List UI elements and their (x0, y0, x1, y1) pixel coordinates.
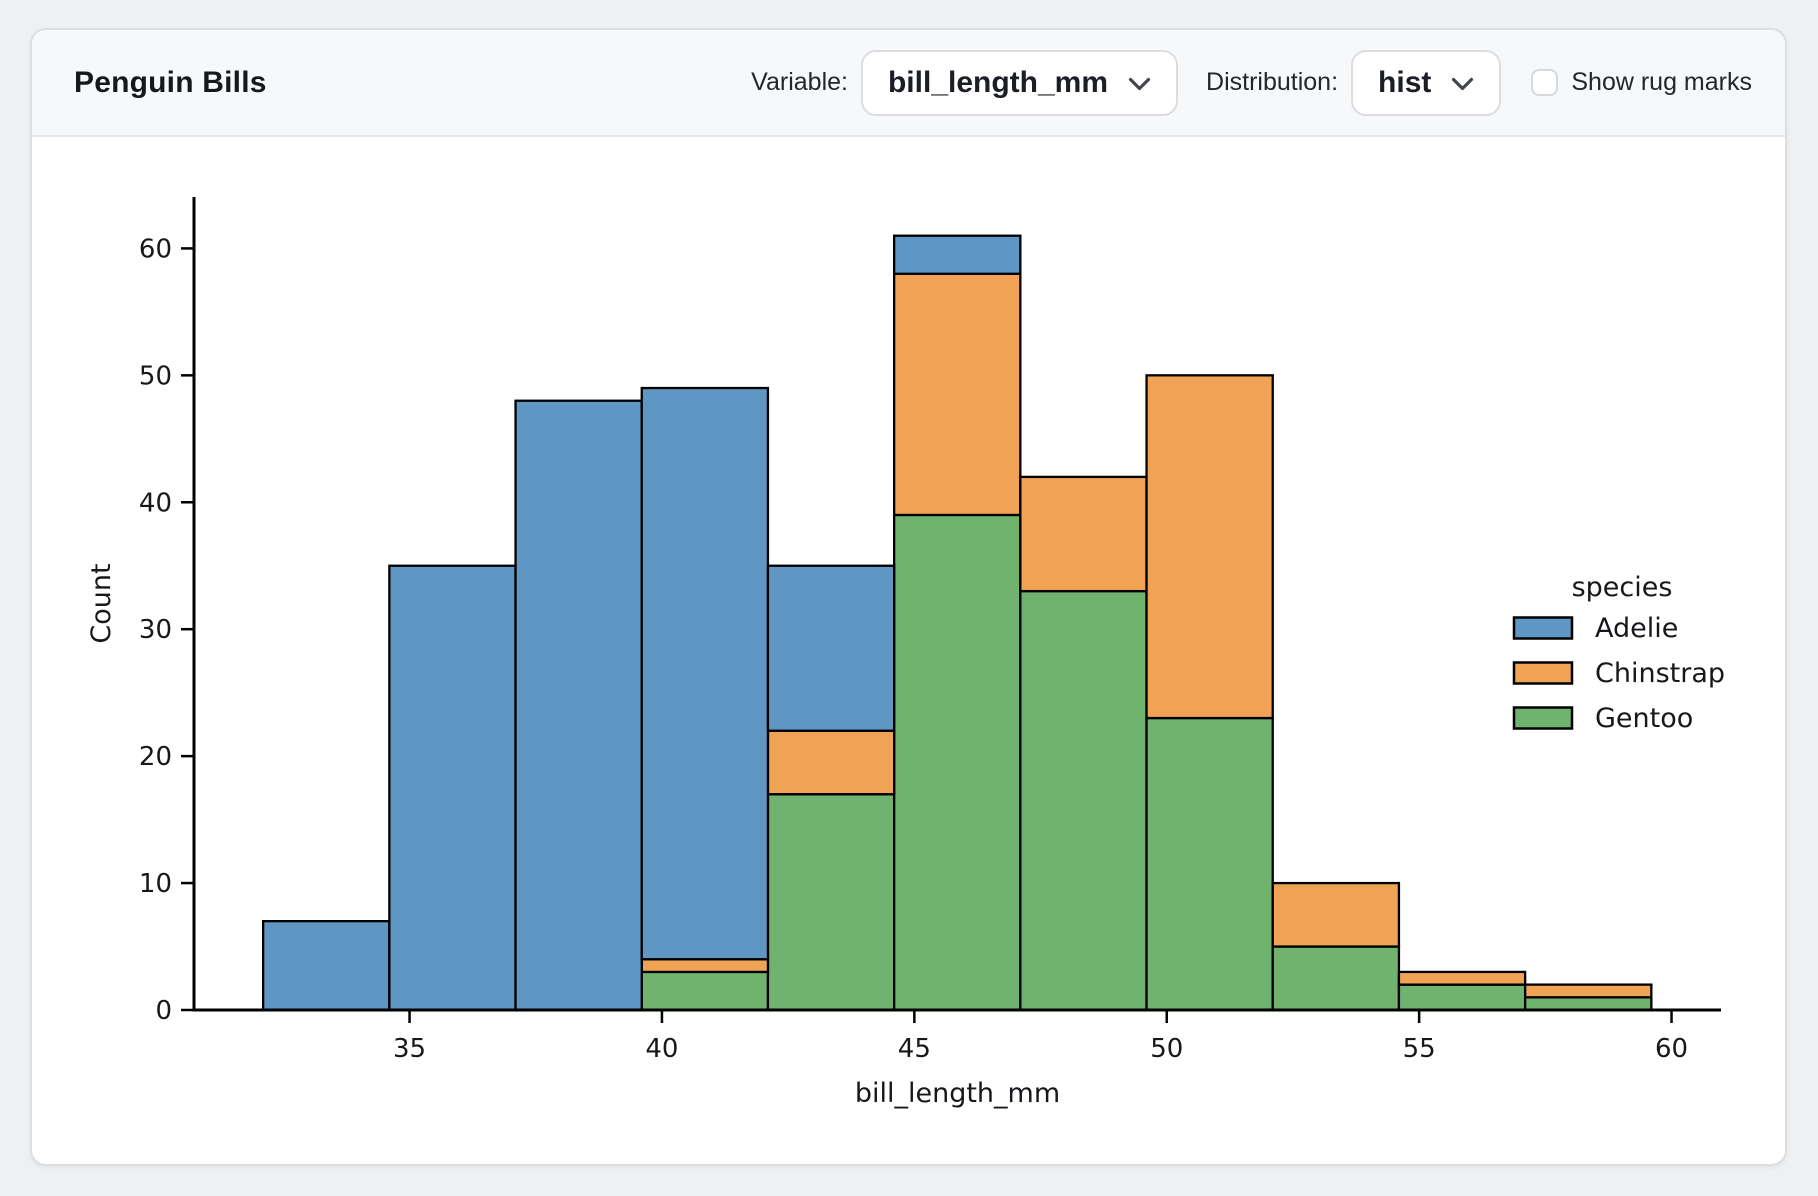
distribution-label: Distribution: (1206, 68, 1339, 96)
legend-label-gentoo: Gentoo (1595, 703, 1693, 734)
bar-segment-chinstrap (640, 958, 770, 974)
y-axis-label: Count (86, 563, 117, 643)
legend-swatch-adelie (1512, 616, 1574, 640)
x-tick-label: 40 (645, 1034, 678, 1064)
y-tick-label: 30 (139, 615, 172, 645)
distribution-select-value: hist (1378, 65, 1432, 99)
x-axis-label: bill_length_mm (855, 1078, 1060, 1109)
bar-segment-chinstrap (1145, 374, 1274, 720)
bar-segment-chinstrap (892, 272, 1022, 517)
bar-segment-adelie (892, 234, 1022, 275)
bar-segment-gentoo (1145, 716, 1274, 1012)
legend-label-adelie: Adelie (1595, 613, 1678, 644)
bar-segment-adelie (640, 386, 770, 961)
header-controls: Variable: bill_length_mm Distribution: h… (751, 30, 1752, 135)
y-tick-label: 0 (155, 996, 172, 1026)
bar-segment-gentoo (1523, 996, 1653, 1012)
chevron-down-icon (1451, 77, 1474, 92)
y-tick-label: 10 (139, 869, 172, 899)
bar-segment-chinstrap (1523, 983, 1653, 999)
bar-segment-gentoo (1397, 983, 1527, 1012)
bar-segment-adelie (766, 564, 896, 732)
bar-segment-chinstrap (766, 729, 896, 796)
chevron-down-icon (1128, 77, 1151, 92)
y-tick-label: 50 (139, 361, 172, 391)
y-tick-label: 40 (139, 488, 172, 518)
legend-swatch-chinstrap (1512, 661, 1574, 685)
bar-segment-gentoo (640, 970, 770, 1012)
bar-segment-chinstrap (1019, 475, 1148, 593)
bar-segment-gentoo (766, 793, 896, 1012)
legend-label-chinstrap: Chinstrap (1595, 658, 1725, 689)
x-tick-label: 60 (1655, 1034, 1688, 1064)
chart-card: Penguin Bills Variable: bill_length_mm D… (30, 28, 1787, 1166)
distribution-select[interactable]: hist (1351, 49, 1502, 116)
y-tick-label: 20 (139, 742, 172, 772)
legend-swatch-gentoo (1512, 706, 1574, 730)
histogram-chart: 35 40 45 50 55 60 0 10 20 30 40 50 60 bill_length_mm C… (86, 197, 1725, 1109)
show-rug-label: Show rug marks (1571, 68, 1752, 96)
bar-segment-chinstrap (1271, 881, 1401, 948)
bar-segment-chinstrap (1397, 970, 1527, 986)
bar-segment-adelie (262, 919, 391, 1012)
legend-title: species (1572, 572, 1673, 603)
bar-segment-gentoo (1019, 589, 1148, 1012)
x-tick-label: 55 (1403, 1034, 1436, 1064)
variable-select-value: bill_length_mm (887, 65, 1109, 99)
bar-segment-adelie (388, 564, 517, 1012)
x-tick-label: 45 (898, 1034, 931, 1064)
x-tick-label: 50 (1150, 1034, 1183, 1064)
bar-segment-gentoo (892, 513, 1022, 1012)
bar-segment-gentoo (1271, 945, 1401, 1012)
variable-label: Variable: (751, 68, 848, 96)
bar-segment-adelie (514, 399, 643, 1012)
show-rug-checkbox[interactable] (1531, 69, 1559, 96)
chart-area: 35 40 45 50 55 60 0 10 20 30 40 50 60 bill_length_mm C… (32, 137, 1785, 1164)
page-title: Penguin Bills (74, 65, 267, 99)
variable-select[interactable]: bill_length_mm (860, 49, 1179, 116)
y-tick-label: 60 (139, 234, 172, 264)
card-header: Penguin Bills Variable: bill_length_mm D… (32, 30, 1785, 137)
x-tick-label: 35 (393, 1034, 426, 1064)
